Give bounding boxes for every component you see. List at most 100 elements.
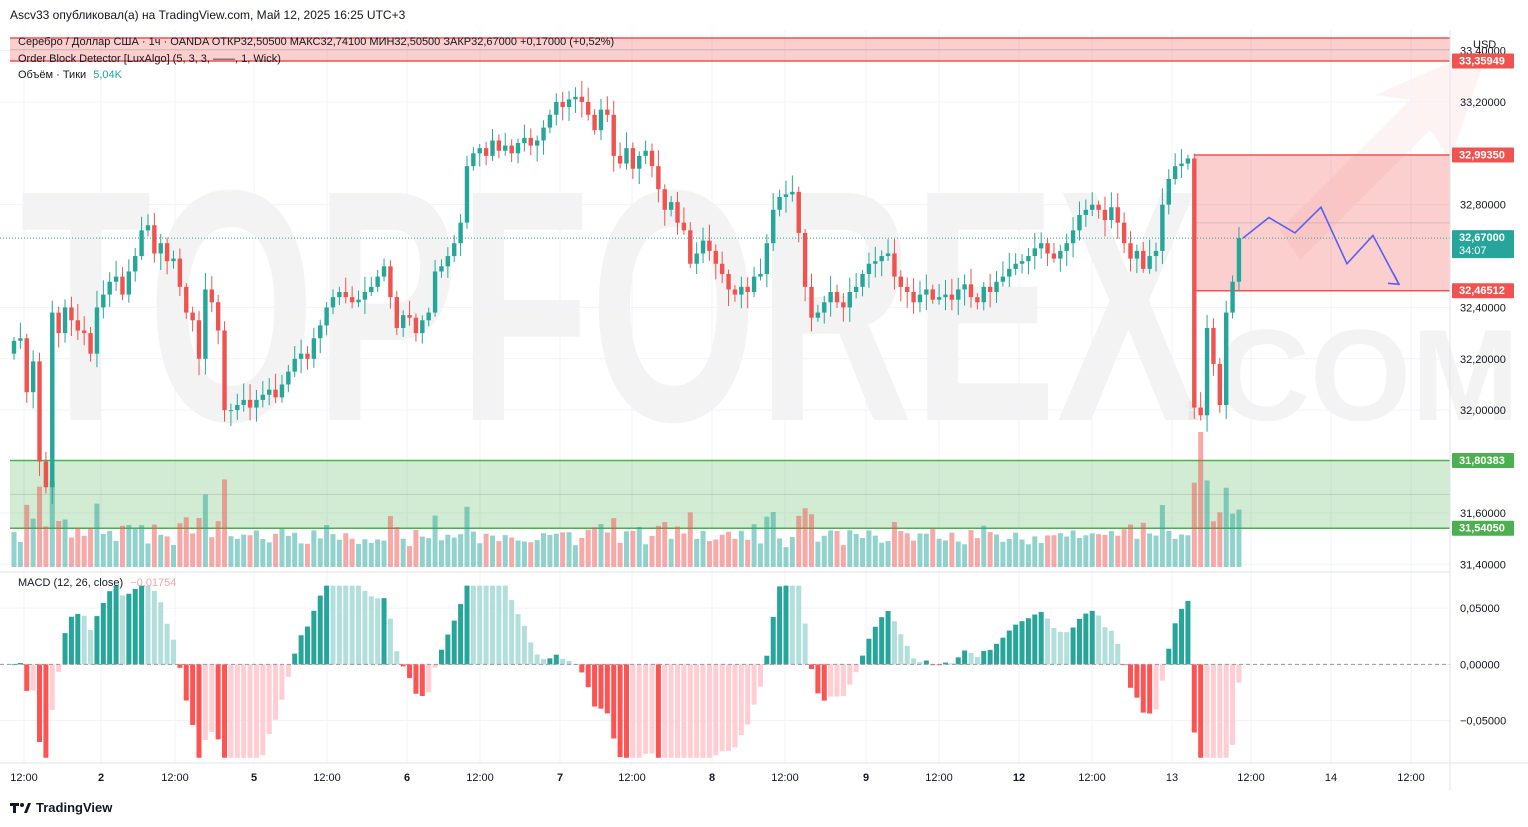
volume-bar (253, 530, 259, 567)
macd-bar (1000, 637, 1006, 665)
macd-bar (783, 585, 789, 665)
candle (267, 389, 272, 395)
volume-bar (375, 539, 381, 567)
volume-bar (1128, 524, 1133, 567)
macd-bar (611, 664, 617, 739)
macd-bar (1064, 632, 1070, 665)
candle (1096, 204, 1101, 210)
volume-bar (783, 547, 789, 567)
candle (1160, 204, 1165, 251)
macd-bar (1128, 664, 1133, 688)
macd-bar (119, 595, 125, 665)
volume-bar (145, 543, 151, 567)
volume-bar (1045, 535, 1051, 567)
volume-bar (515, 540, 521, 567)
macd-bar (1076, 618, 1082, 665)
macd-bar (209, 664, 215, 732)
price-label-text: 32,99350 (1459, 149, 1505, 161)
candle (981, 286, 986, 303)
time-tick-label: 12:00 (618, 772, 646, 784)
macd-bar (1217, 664, 1223, 758)
macd-bar (764, 655, 770, 665)
watermark-arrow-icon (1280, 45, 1490, 260)
candle (975, 297, 980, 303)
bearish-order-block (10, 38, 1450, 61)
price-axis[interactable]: 33,4000033,2000032,8000032,4000032,20000… (1460, 46, 1506, 572)
macd-bar (796, 585, 802, 665)
macd-bar (1179, 608, 1185, 665)
price-tick-label: 31,40000 (1460, 559, 1506, 571)
volume-bar (649, 535, 655, 567)
candle (777, 196, 782, 210)
macd-bar (1057, 631, 1063, 665)
volume-bar (470, 531, 476, 567)
macd-bar (196, 664, 202, 758)
legend-macd: MACD (12, 26, close) −0,01754 (18, 577, 176, 589)
macd-bar (560, 658, 566, 665)
volume-bar (1096, 534, 1102, 567)
macd-bar (515, 614, 521, 665)
macd-bar (713, 664, 719, 756)
volume-bar (1057, 533, 1063, 567)
time-tick-label: 12:00 (925, 772, 953, 784)
footer[interactable]: TradingView (10, 800, 112, 815)
candle (598, 109, 604, 131)
candle (1038, 243, 1044, 249)
volume-bar (1013, 532, 1019, 567)
candle (11, 340, 17, 354)
candle (1211, 327, 1216, 364)
volume-label: Объём · Тики (18, 69, 87, 81)
time-axis[interactable]: 12:00 2 12:00 5 12:00 6 12:00 7 12:00 8 12:00 9 12:0… (10, 772, 1425, 784)
macd-bar (222, 664, 228, 758)
candle (1070, 230, 1076, 244)
candle (1051, 253, 1057, 259)
macd-bar (528, 642, 534, 665)
macd-bar (879, 617, 885, 665)
macd-bar (872, 626, 878, 665)
volume-value: 5,04K (93, 69, 122, 81)
macd-bar (496, 585, 502, 665)
candle (905, 286, 910, 293)
time-tick-label: 12 (1013, 772, 1025, 784)
macd-bar (304, 626, 310, 665)
macd-bar (866, 638, 872, 665)
macd-bar (215, 664, 221, 740)
macd-bar (483, 585, 489, 665)
legend-main: Серебро / Доллар США · 1ч · OANDA ОТКР32… (18, 36, 615, 48)
candle (305, 353, 310, 359)
macd-bar (1230, 664, 1236, 745)
candle (688, 230, 693, 264)
watermark-text: TOPFOREX (20, 121, 1201, 490)
candle (745, 286, 750, 293)
macd-bar (1051, 627, 1057, 665)
volume-bar (62, 519, 68, 567)
candle (758, 274, 763, 277)
candle (911, 292, 916, 303)
candle (324, 307, 329, 326)
volume-bar (419, 536, 425, 567)
volume-bar (1204, 480, 1210, 567)
volume-bar (598, 524, 604, 567)
macd-bar (962, 650, 968, 665)
candle (400, 315, 406, 328)
volume-bar (898, 531, 904, 567)
volume-bar (1000, 541, 1006, 567)
candle (318, 325, 323, 339)
candle (50, 312, 55, 488)
volume-bar (821, 535, 827, 567)
macd-bar (228, 664, 234, 758)
candle (1166, 178, 1171, 205)
volume-bar (445, 534, 451, 567)
macd-bar (381, 598, 387, 665)
candle (656, 166, 661, 190)
volume-bar (923, 533, 929, 567)
volume-bar (630, 530, 636, 567)
macd-bar (426, 664, 432, 693)
candle (426, 312, 431, 321)
currency-label: USD (1473, 39, 1496, 51)
candle (241, 399, 246, 406)
volume-bar (592, 527, 598, 567)
volume-bar (177, 523, 183, 567)
volume-bar (1159, 505, 1165, 567)
